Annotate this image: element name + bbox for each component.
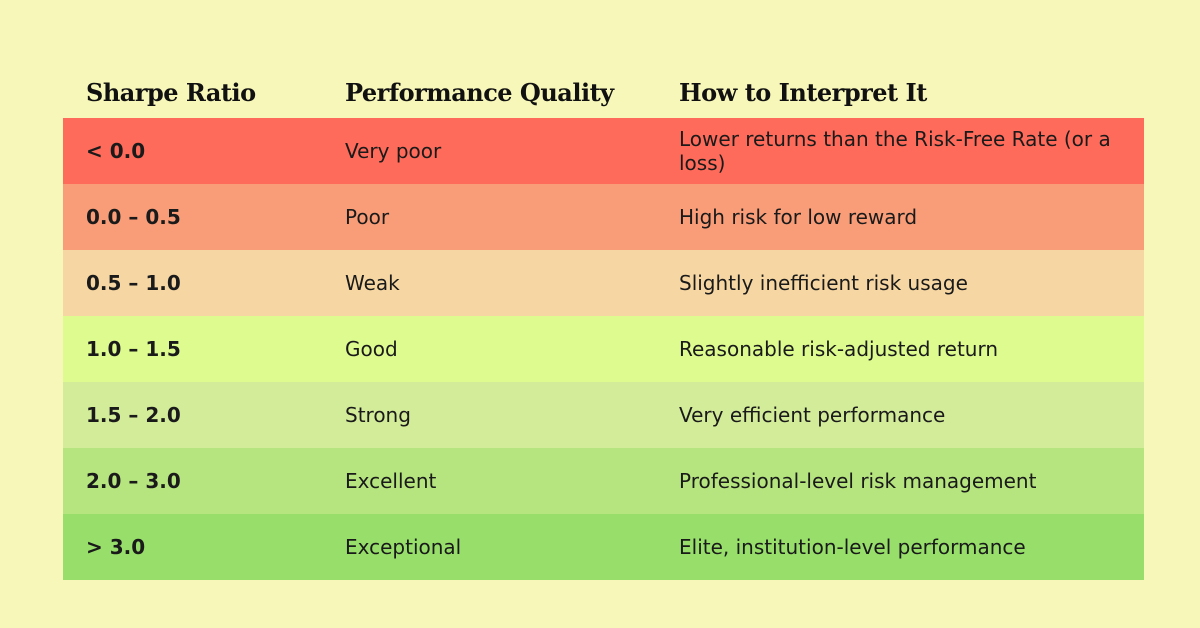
table-cell: Professional-level risk management — [679, 469, 1037, 493]
table-cell: Very efficient performance — [679, 403, 946, 427]
table-row: 2.0 – 3.0 Excellent Professional-level ris… — [63, 448, 1144, 514]
table-cell: Strong — [345, 403, 411, 427]
table-cell: Exceptional — [345, 535, 462, 559]
table-row: 0.5 – 1.0 Weak Slightly inefficient risk u… — [63, 250, 1144, 316]
table-cell: 1.5 – 2.0 — [86, 403, 181, 427]
table-cell: Very poor — [345, 139, 442, 163]
table-row: > 3.0 Exceptional Elite, institution-level… — [63, 514, 1144, 580]
table-row: 1.0 – 1.5 Good Reasonable risk-adjusted re… — [63, 316, 1144, 382]
table-cell: Excellent — [345, 469, 437, 493]
header-row: Sharpe Ratio Performance Quality How to … — [63, 66, 1144, 118]
header-cell: How to Interpret It — [679, 77, 927, 107]
table-cell: 0.5 – 1.0 — [86, 271, 181, 295]
table-cell: 2.0 – 3.0 — [86, 469, 181, 493]
table-cell: 1.0 – 1.5 — [86, 337, 181, 361]
table-cell: Slightly inefficient risk usage — [679, 271, 968, 295]
header-cell: Sharpe Ratio — [86, 77, 256, 107]
table-cell: Good — [345, 337, 398, 361]
header-cell: Performance Quality — [345, 77, 614, 107]
table-row: 0.0 – 0.5 Poor High risk for low reward — [63, 184, 1144, 250]
table-row: < 0.0 Very poor Lower returns than the Ris… — [63, 118, 1144, 184]
table-cell: Poor — [345, 205, 390, 229]
table-cell: Weak — [345, 271, 400, 295]
table-cell: > 3.0 — [86, 535, 146, 559]
table-cell: High risk for low reward — [679, 205, 918, 229]
table: Sharpe Ratio Performance Quality How to … — [63, 66, 1144, 580]
table-row: 1.5 – 2.0 Strong Very efficient performanc… — [63, 382, 1144, 448]
table-cell: < 0.0 — [86, 139, 146, 163]
table-cell: Reasonable risk-adjusted return — [679, 337, 999, 361]
table-cell: Lower returns than the Risk-Free Rate (o… — [679, 127, 1111, 175]
table-cell: Elite, institution-level performance — [679, 535, 1026, 559]
table-cell: 0.0 – 0.5 — [86, 205, 181, 229]
